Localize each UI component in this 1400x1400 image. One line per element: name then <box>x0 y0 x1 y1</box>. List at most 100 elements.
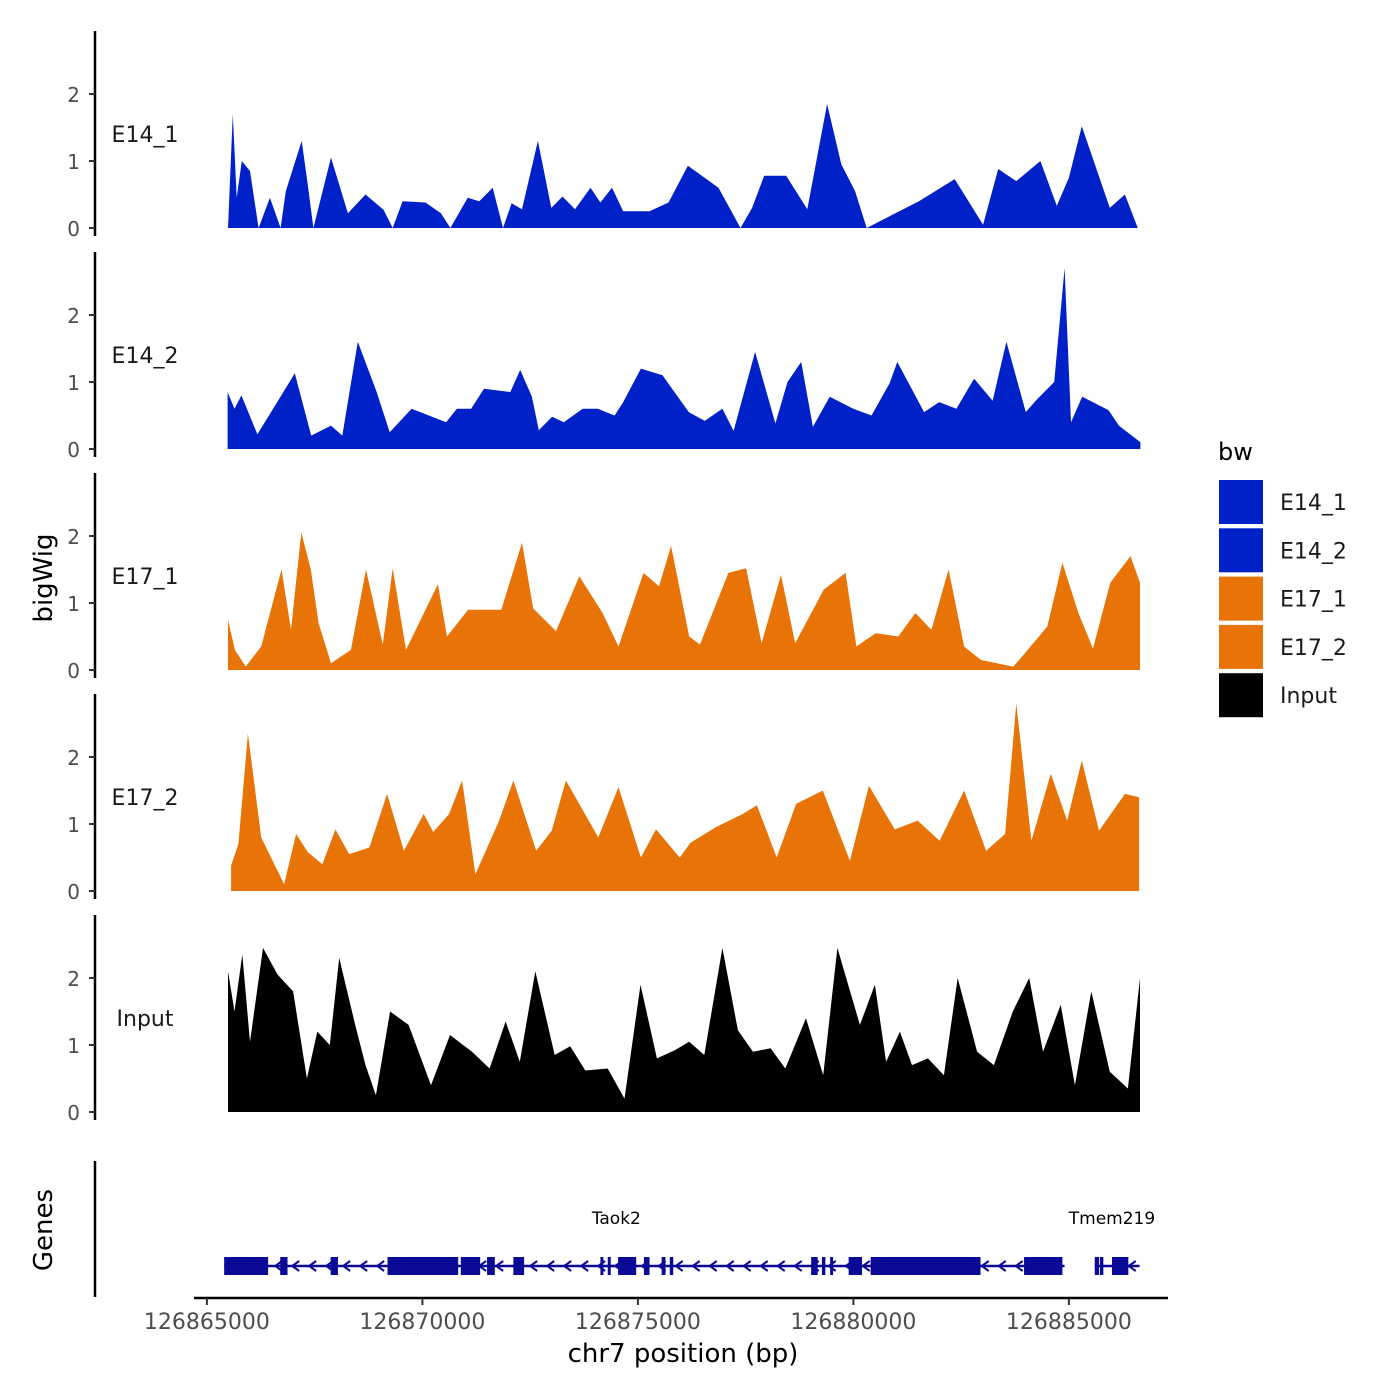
y-axis-title: bigWig <box>29 533 59 622</box>
strand-chevron <box>528 1260 538 1272</box>
strand-chevron <box>742 1260 752 1272</box>
area-e17-2 <box>231 703 1140 891</box>
exon <box>513 1257 525 1275</box>
y-tick-label: 1 <box>67 371 80 395</box>
strand-chevron <box>691 1260 701 1272</box>
legend-title: bw <box>1218 438 1253 466</box>
exon <box>1094 1257 1100 1275</box>
y-tick-label: 2 <box>67 746 80 770</box>
transcript-taok2 <box>224 1257 630 1275</box>
x-tick-label: 126875000 <box>575 1310 701 1335</box>
legend-item-e17-1: E17_1 <box>1219 576 1347 621</box>
strand-chevron <box>494 1260 504 1272</box>
exon <box>848 1257 863 1275</box>
strand-chevron <box>674 1260 684 1272</box>
y-tick-label: 2 <box>67 525 80 549</box>
exon <box>280 1257 288 1275</box>
exon <box>811 1257 818 1275</box>
strand-chevron <box>579 1260 589 1272</box>
strand-chevron <box>562 1260 572 1272</box>
x-tick-label: 126880000 <box>790 1310 916 1335</box>
area-input <box>228 947 1140 1112</box>
y-tick-label: 2 <box>67 304 80 328</box>
y-tick-label: 1 <box>67 592 80 616</box>
gene-label: Tmem219 <box>1068 1209 1155 1229</box>
exon <box>1024 1257 1063 1275</box>
y-tick-label: 2 <box>67 967 80 991</box>
exon <box>607 1257 611 1275</box>
strand-chevron <box>708 1260 718 1272</box>
legend-label: E14_2 <box>1280 539 1347 564</box>
strand-chevron <box>1014 1260 1024 1272</box>
exon <box>618 1257 637 1275</box>
x-tick-label: 126885000 <box>1006 1310 1132 1335</box>
legend-label: E17_1 <box>1280 588 1347 613</box>
exon <box>643 1257 650 1275</box>
strand-chevron <box>341 1260 351 1272</box>
legend-item-input: Input <box>1219 673 1337 718</box>
panel-e17-2: 0 1 2 E17_2 <box>67 694 1140 904</box>
y-tick-label: 0 <box>67 880 80 904</box>
legend-swatch <box>1219 576 1263 621</box>
panel-label: Input <box>117 1007 174 1032</box>
strand-chevron <box>358 1260 368 1272</box>
area-e14-2 <box>227 268 1141 449</box>
strand-chevron <box>997 1260 1007 1272</box>
panel-label: E17_2 <box>112 786 179 811</box>
strand-chevron <box>759 1260 769 1272</box>
strand-chevron <box>545 1260 555 1272</box>
bigwig-panels: 0 1 2 E14_1 0 1 2 E14_2 0 1 2 E17_1 0 1 2 E17_2 0 1 2 Input <box>67 31 1141 1125</box>
exon <box>330 1257 338 1275</box>
panel-e14-2: 0 1 2 E14_2 <box>67 252 1141 462</box>
panel-e14-1: 0 1 2 E14_1 <box>67 31 1138 241</box>
exon <box>661 1257 666 1275</box>
exon <box>600 1257 604 1275</box>
gene-label: Taok2 <box>591 1209 641 1229</box>
strand-chevron <box>273 1260 283 1272</box>
exon <box>821 1257 826 1275</box>
strand-chevron <box>375 1260 385 1272</box>
x-tick-label: 126870000 <box>359 1310 485 1335</box>
panel-e17-1: 0 1 2 E17_1 <box>67 473 1140 683</box>
strand-chevron <box>861 1260 871 1272</box>
strand-chevron <box>776 1260 786 1272</box>
strand-chevron <box>307 1260 317 1272</box>
exon <box>487 1257 495 1275</box>
exon <box>1111 1257 1129 1275</box>
strand-chevron <box>290 1260 300 1272</box>
legend-swatch <box>1219 528 1263 573</box>
panel-label: E14_1 <box>112 123 179 148</box>
legend: bw E14_1 E14_2 E17_1 E17_2 Input <box>1218 438 1347 718</box>
x-axis: 126865000 126870000 126875000 126880000 1268… <box>144 1296 1168 1335</box>
genes-track-title: Genes <box>29 1189 59 1271</box>
legend-item-e14-1: E14_1 <box>1219 480 1347 524</box>
legend-label: E17_2 <box>1280 636 1347 661</box>
area-e17-1 <box>228 532 1140 670</box>
legend-label: Input <box>1280 684 1337 709</box>
y-tick-label: 1 <box>67 1034 80 1058</box>
panel-input: 0 1 2 Input <box>67 915 1140 1125</box>
panel-label: E14_2 <box>112 344 179 369</box>
x-axis-title: chr7 position (bp) <box>568 1339 799 1369</box>
y-tick-label: 1 <box>67 150 80 174</box>
legend-item-e14-2: E14_2 <box>1219 528 1347 573</box>
y-tick-label: 0 <box>67 659 80 683</box>
exon <box>870 1257 981 1275</box>
strand-chevron <box>827 1260 837 1272</box>
y-tick-label: 0 <box>67 217 80 241</box>
exon <box>830 1257 834 1275</box>
x-tick-label: 126865000 <box>144 1310 270 1335</box>
strand-chevron <box>793 1260 803 1272</box>
y-tick-label: 1 <box>67 813 80 837</box>
exon <box>1099 1257 1104 1275</box>
strand-chevron <box>1127 1260 1137 1272</box>
transcript-tmem219 <box>1094 1257 1140 1275</box>
legend-swatch <box>1219 673 1263 718</box>
exon <box>669 1257 674 1275</box>
genes-track: Taok2 Tmem219 <box>93 1161 1155 1297</box>
legend-item-e17-2: E17_2 <box>1219 624 1347 669</box>
y-tick-label: 0 <box>67 438 80 462</box>
legend-label: E14_1 <box>1280 491 1347 516</box>
area-e14-1 <box>228 104 1138 228</box>
